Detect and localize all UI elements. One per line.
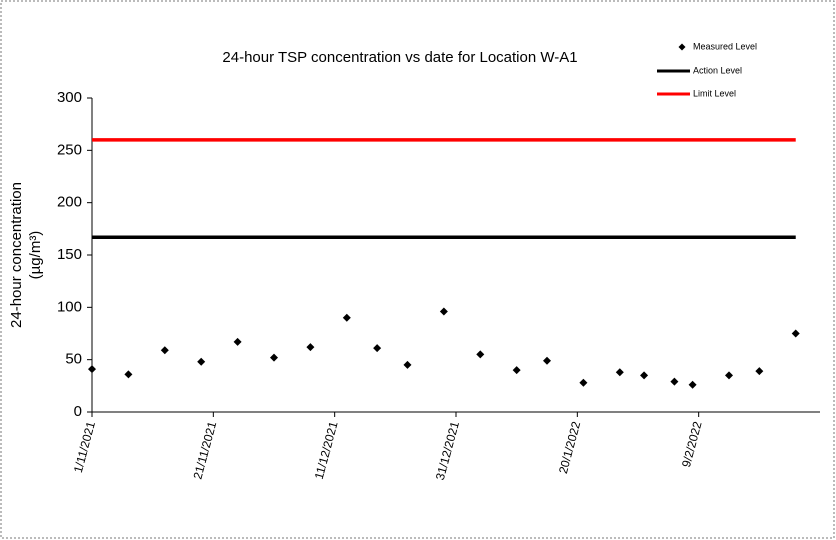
data-point (270, 353, 278, 362)
data-point (688, 380, 697, 389)
legend-label: Limit Level (693, 88, 736, 98)
data-point (791, 329, 800, 338)
data-point (439, 307, 448, 316)
legend-marker (678, 43, 686, 51)
data-point (88, 365, 96, 374)
data-point (755, 367, 764, 376)
data-point (197, 357, 206, 366)
data-point (615, 368, 624, 377)
legend-label: Action Level (693, 65, 742, 75)
data-point (124, 370, 133, 379)
y-tick-label: 0 (74, 403, 82, 420)
data-point (233, 337, 242, 346)
y-tick-label: 200 (57, 194, 82, 211)
data-point (579, 378, 588, 387)
data-point (640, 371, 649, 380)
y-tick-label: 50 (65, 351, 82, 368)
data-point (476, 350, 485, 359)
y-tick-label: 100 (57, 298, 82, 315)
y-tick-label: 250 (57, 141, 82, 158)
y-axis-label: 24-hour concentration (8, 182, 25, 328)
data-point (342, 313, 351, 322)
legend-label: Measured Level (693, 41, 757, 51)
y-tick-label: 300 (57, 89, 82, 106)
data-point (403, 360, 412, 369)
data-point (306, 343, 315, 352)
data-point (725, 371, 733, 380)
data-point (373, 344, 382, 353)
y-tick-label: 150 (57, 246, 82, 263)
data-point (160, 346, 169, 355)
data-point (512, 366, 521, 375)
y-axis-label: (µg/m³) (27, 231, 44, 280)
chart-title: 24-hour TSP concentration vs date for Lo… (222, 49, 577, 66)
data-point (543, 356, 551, 365)
data-point (670, 377, 679, 386)
